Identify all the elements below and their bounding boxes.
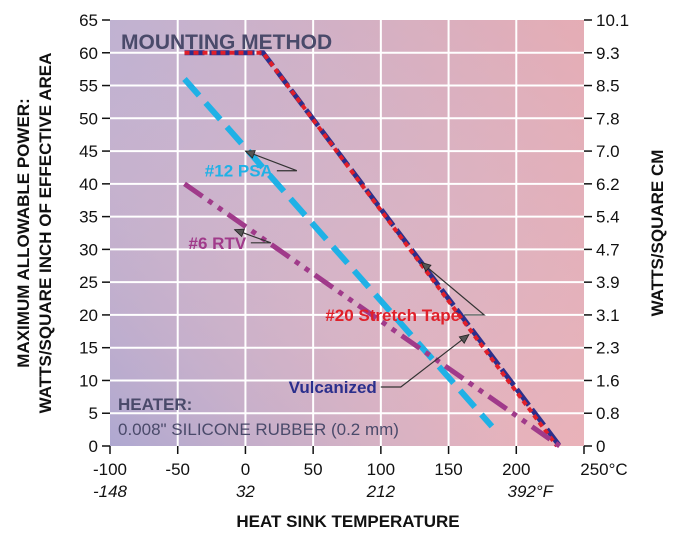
x-tick-label: 50: [304, 460, 323, 479]
x-tick-label: -100: [93, 460, 127, 479]
y2-tick-label: 7.0: [596, 142, 620, 161]
heater-description: 0.008" SILICONE RUBBER (0.2 mm): [118, 420, 399, 439]
series-leader-line: [380, 334, 470, 388]
series-leader-arrowhead: [420, 261, 432, 273]
series-leaders: Vulcanized #20 Stretch Tape #12 PSA #6 RTV: [189, 150, 486, 397]
series-label-12-psa: #12 PSA: [205, 162, 273, 181]
series-leader-arrowhead: [244, 150, 256, 159]
y-tick-label: 0: [89, 437, 98, 456]
y2-axis-title: WATTS/SQUARE CM: [648, 150, 667, 317]
x-tick-label: 200: [502, 460, 530, 479]
y2-tick-label: 4.7: [596, 240, 620, 259]
x-tick-label: -50: [165, 460, 190, 479]
x-fahrenheit-label: 212: [366, 482, 396, 501]
axis-ticks: 0 0 5 0.8 10 1.6 15 2.3 20 3.1 25 3.9 30 4.7 35 5.4 40 6.…: [79, 11, 629, 501]
series-line-12-psa: [182, 76, 495, 429]
series-lines: [182, 50, 562, 449]
y2-tick-label: 1.6: [596, 371, 620, 390]
y2-tick-label: 3.9: [596, 273, 620, 292]
y-tick-label: 60: [79, 44, 98, 63]
series-leader-line: [421, 262, 486, 316]
x-tick-label: 150: [434, 460, 462, 479]
x-tick-label: 0: [241, 460, 250, 479]
y-axis-title-line2: WATTS/SQUARE INCH OF EFFECTIVE AREA: [36, 53, 55, 414]
y-tick-label: 40: [79, 175, 98, 194]
x-tick-label: 250°C: [580, 460, 627, 479]
y-tick-label: 25: [79, 273, 98, 292]
series-leader-line: [245, 150, 298, 172]
y-tick-label: 55: [79, 77, 98, 96]
y-tick-label: 50: [79, 109, 98, 128]
y-tick-label: 5: [89, 404, 98, 423]
series-label-6-rtv: #6 RTV: [189, 234, 247, 253]
y2-tick-label: 6.2: [596, 175, 620, 194]
x-fahrenheit-label: 392°F: [508, 482, 555, 501]
series-leader-arrowhead: [458, 333, 470, 344]
y-axis-title-line1: MAXIMUM ALLOWABLE POWER:: [14, 98, 33, 367]
series-label-vulcanized: Vulcanized: [289, 378, 377, 397]
y2-tick-label: 3.1: [596, 306, 620, 325]
y-tick-label: 45: [79, 142, 98, 161]
y2-tick-label: 7.8: [596, 109, 620, 128]
series-line-6-rtv: [183, 181, 562, 449]
y-tick-label: 35: [79, 208, 98, 227]
series-leader-line: [234, 229, 272, 244]
y-tick-label: 30: [79, 240, 98, 259]
x-tick-label: 100: [367, 460, 395, 479]
chart-title: MOUNTING METHOD: [121, 31, 332, 54]
y2-tick-label: 0.8: [596, 404, 620, 423]
heater-label: HEATER:: [118, 395, 192, 414]
x-fahrenheit-label: -148: [93, 482, 128, 501]
series-line-20-stretch-tape: [184, 50, 559, 448]
y2-tick-label: 10.1: [596, 11, 629, 30]
series-label-20-stretch-tape: #20 Stretch Tape: [325, 306, 460, 325]
series-leader-arrowhead: [233, 228, 246, 238]
y-tick-label: 65: [79, 11, 98, 30]
y2-tick-label: 0: [596, 437, 605, 456]
y2-tick-label: 2.3: [596, 339, 620, 358]
x-axis-title: HEAT SINK TEMPERATURE: [236, 512, 459, 531]
y-tick-label: 20: [79, 306, 98, 325]
y-tick-label: 10: [79, 371, 98, 390]
x-fahrenheit-label: 32: [236, 482, 255, 501]
gridlines: [110, 20, 584, 446]
y2-tick-label: 8.5: [596, 77, 620, 96]
y-tick-label: 15: [79, 339, 98, 358]
y2-tick-label: 5.4: [596, 208, 620, 227]
y2-tick-label: 9.3: [596, 44, 620, 63]
